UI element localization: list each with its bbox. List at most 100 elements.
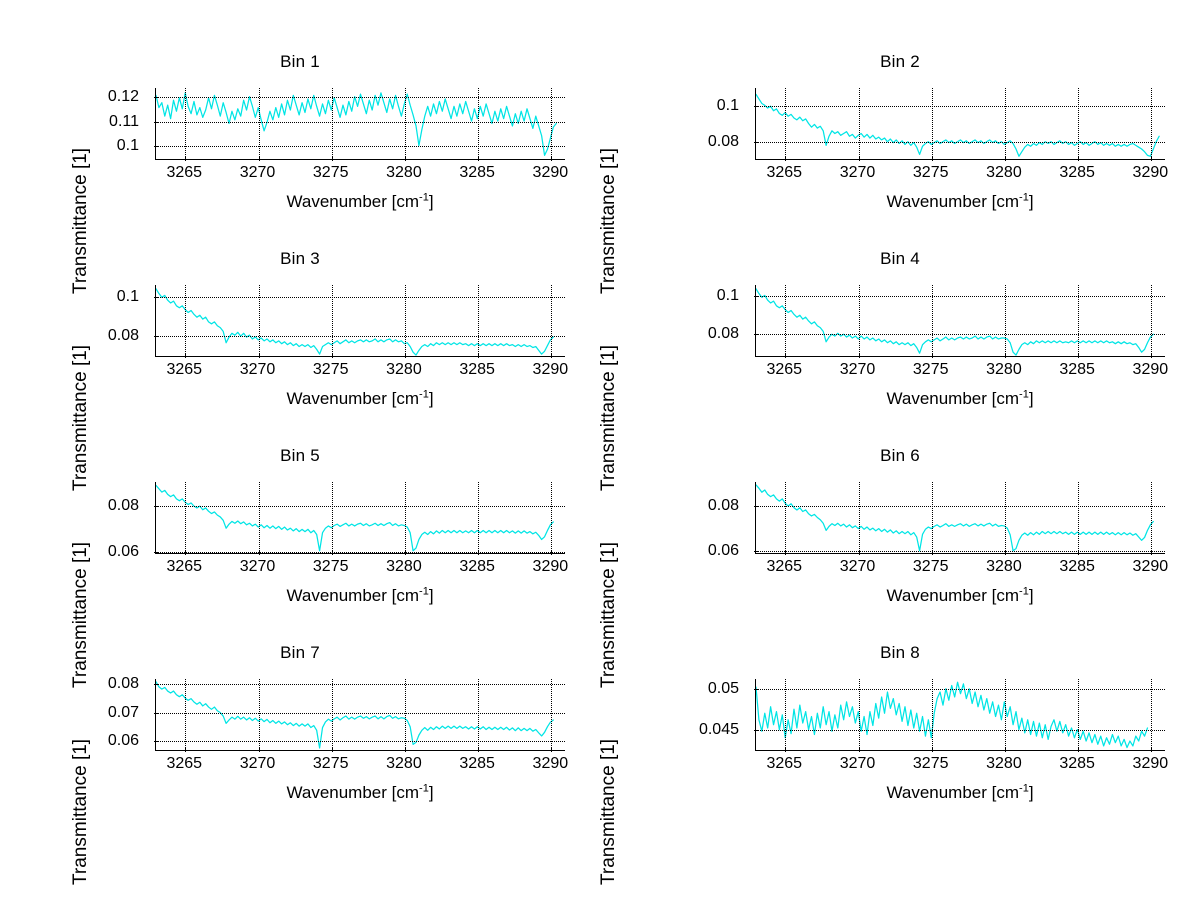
x-tick-label: 3285	[1059, 164, 1095, 181]
y-axis-label: Transmittance [1]	[70, 541, 91, 688]
subplot-bin-6: Bin 6 0.06 0.08 3265 3270 3275 3280 3285 3290 …	[600, 434, 1200, 630]
grid-line-vertical	[478, 285, 480, 356]
x-axis-tick	[785, 155, 787, 161]
x-axis-tick	[858, 746, 860, 752]
grid-line-horizontal	[156, 335, 565, 337]
x-tick-label: 3285	[459, 755, 495, 772]
y-axis-tick	[154, 741, 160, 743]
x-axis-label-close: ]	[428, 586, 434, 605]
y-tick-label: 0.1	[716, 96, 739, 114]
subplot-title: Bin 1	[280, 52, 320, 71]
x-axis-label-exponent: -1	[1019, 388, 1029, 401]
x-tick-label: 3280	[986, 755, 1022, 772]
grid-line-vertical	[404, 482, 406, 553]
x-axis-tick	[1004, 155, 1006, 161]
y-tick-label: 0.08	[107, 675, 139, 693]
plot-axes	[154, 285, 565, 358]
plot-axes	[154, 679, 565, 752]
grid-line-vertical	[785, 88, 787, 159]
x-axis-label-exponent: -1	[1019, 191, 1029, 204]
x-tick-label: 3280	[386, 755, 422, 772]
grid-line-vertical	[1078, 482, 1080, 553]
x-axis-label-text: Wavenumber [cm	[886, 586, 1020, 605]
y-tick-label: 0.1	[116, 137, 139, 155]
x-tick-labels: 3265 3270 3275 3280 3285 3290	[755, 755, 1168, 777]
spectrum-line	[156, 484, 554, 552]
x-axis-tick	[551, 352, 553, 358]
spectrum-line	[756, 93, 1160, 157]
grid-line-vertical	[478, 679, 480, 750]
x-axis-label-text: Wavenumber [cm	[286, 389, 420, 408]
x-tick-label: 3285	[459, 558, 495, 575]
grid-line-vertical	[258, 482, 260, 553]
subplot-title: Bin 2	[880, 52, 920, 71]
subplot-bin-4: Bin 4 0.08 0.1 3265 3270 3275 3280 3285 3290 W…	[600, 237, 1200, 433]
x-axis-label: Wavenumber [cm-1]	[730, 192, 1190, 212]
grid-line-vertical	[1078, 679, 1080, 750]
x-axis-tick	[478, 352, 480, 358]
x-axis-tick	[1151, 746, 1153, 752]
grid-line-vertical	[331, 482, 333, 553]
y-tick-labels: 0.08 0.1	[600, 88, 748, 160]
grid-line-horizontal	[156, 712, 565, 714]
x-axis-label-close: ]	[428, 783, 434, 802]
grid-line-vertical	[931, 482, 933, 553]
y-tick-label: 0.12	[107, 87, 139, 105]
grid-line-vertical	[931, 88, 933, 159]
grid-line-vertical	[551, 482, 553, 553]
y-tick-label: 0.08	[107, 326, 139, 344]
grid-line-vertical	[1078, 285, 1080, 356]
x-tick-label: 3270	[839, 755, 876, 772]
x-axis-tick	[478, 155, 480, 161]
grid-line-horizontal	[156, 297, 565, 299]
grid-line-horizontal	[156, 96, 565, 98]
x-tick-label: 3285	[1059, 361, 1095, 378]
y-tick-label: 0.07	[107, 703, 139, 721]
x-axis-tick	[1078, 352, 1080, 358]
grid-line-vertical	[858, 482, 860, 553]
subplot-title: Bin 8	[880, 643, 920, 662]
grid-line-horizontal	[156, 741, 565, 743]
grid-line-horizontal	[756, 506, 1165, 508]
x-tick-labels: 3265 3270 3275 3280 3285 3290	[155, 558, 568, 580]
x-axis-tick	[1004, 352, 1006, 358]
grid-line-vertical	[1004, 285, 1006, 356]
x-tick-label: 3275	[912, 558, 949, 575]
subplot-title: Bin 5	[280, 446, 320, 465]
grid-line-horizontal	[756, 295, 1165, 297]
grid-line-vertical	[404, 88, 406, 159]
x-axis-label-close: ]	[428, 389, 434, 408]
x-tick-label: 3270	[239, 361, 276, 378]
x-tick-label: 3265	[166, 755, 203, 772]
x-axis-label-exponent: -1	[419, 585, 429, 598]
grid-line-horizontal	[156, 684, 565, 686]
y-tick-label: 0.1	[116, 288, 139, 306]
grid-line-vertical	[1004, 482, 1006, 553]
x-axis-tick	[1004, 746, 1006, 752]
x-axis-tick	[1151, 155, 1153, 161]
grid-line-vertical	[404, 679, 406, 750]
grid-line-vertical	[931, 679, 933, 750]
x-tick-label: 3290	[532, 164, 569, 181]
x-axis-tick	[185, 352, 187, 358]
grid-line-vertical	[185, 679, 187, 750]
grid-line-vertical	[1004, 88, 1006, 159]
x-axis-label-exponent: -1	[1019, 585, 1029, 598]
x-axis-label-close: ]	[1028, 783, 1034, 802]
y-axis-tick	[154, 551, 160, 553]
x-tick-labels: 3265 3270 3275 3280 3285 3290	[755, 164, 1168, 186]
x-tick-label: 3270	[839, 164, 876, 181]
grid-line-horizontal	[756, 142, 1165, 144]
x-axis-label: Wavenumber [cm-1]	[130, 783, 590, 803]
grid-line-vertical	[858, 88, 860, 159]
subplot-title: Bin 3	[280, 249, 320, 268]
plot-axes	[154, 482, 565, 555]
x-axis-label-close: ]	[428, 192, 434, 211]
grid-line-vertical	[258, 88, 260, 159]
x-axis-tick	[478, 746, 480, 752]
x-tick-label: 3265	[766, 361, 803, 378]
x-axis-label-exponent: -1	[419, 388, 429, 401]
y-axis-tick	[154, 335, 160, 337]
y-tick-labels: 0.1 0.11 0.12	[0, 88, 148, 160]
x-tick-label: 3290	[1132, 361, 1169, 378]
